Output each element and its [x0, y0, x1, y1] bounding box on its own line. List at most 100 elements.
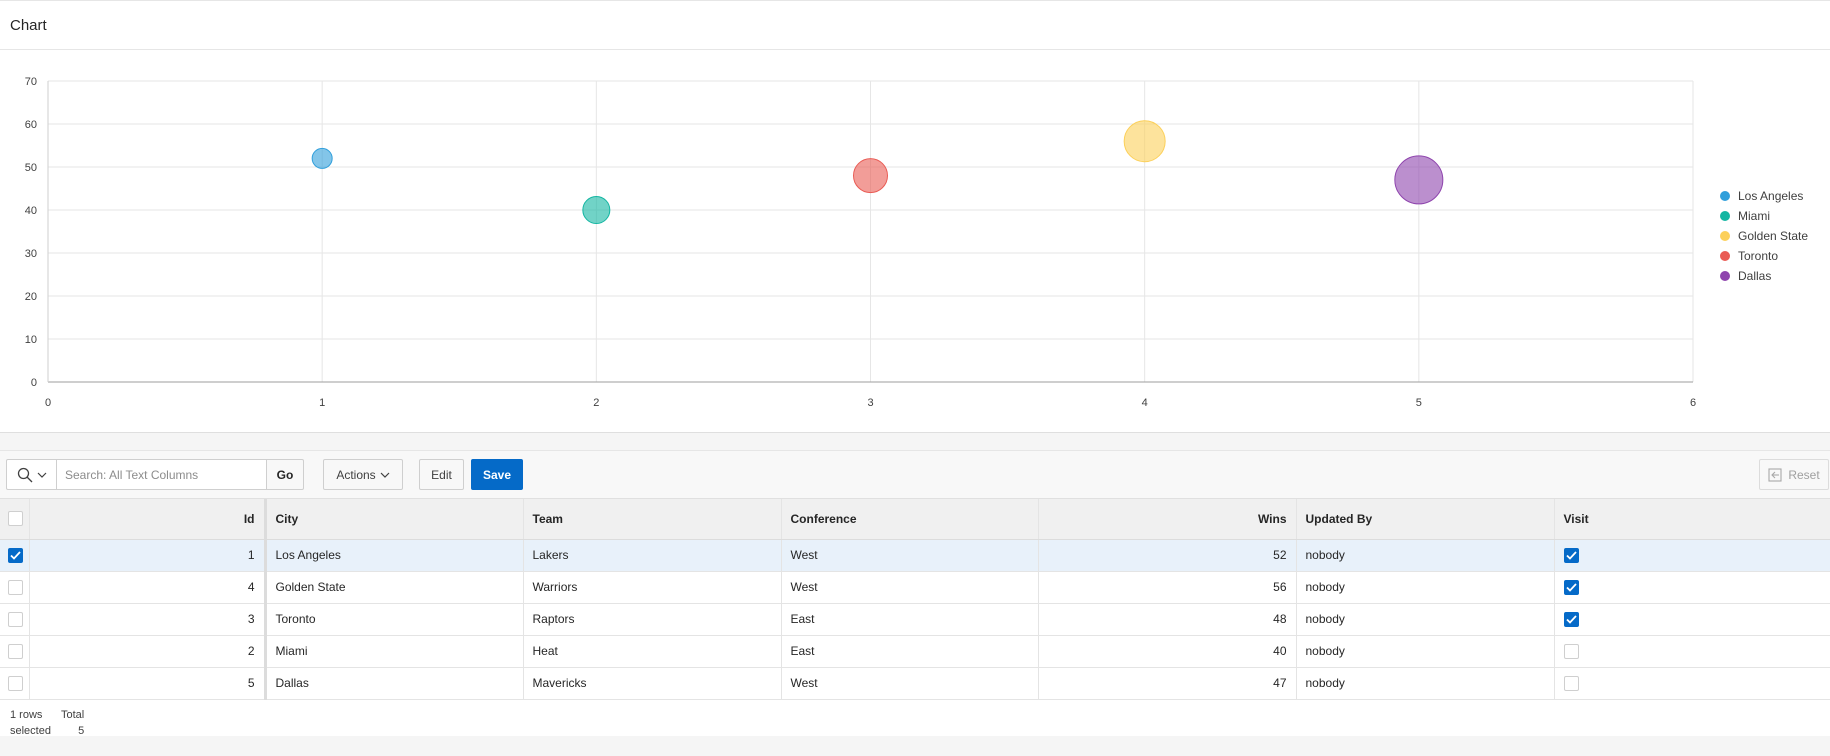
actions-menu-button[interactable]: Actions — [323, 459, 403, 490]
legend-item[interactable]: Golden State — [1720, 226, 1808, 246]
legend-swatch — [1720, 251, 1730, 261]
bubble-point — [1123, 120, 1166, 163]
cell-wins[interactable]: 47 — [1038, 667, 1297, 700]
cell-conference[interactable]: East — [781, 603, 1039, 636]
cell-id[interactable]: 4 — [29, 571, 267, 604]
cell-updated-by[interactable]: nobody — [1296, 571, 1555, 604]
visit-checkbox[interactable] — [1563, 675, 1579, 691]
select-all-checkbox[interactable] — [8, 511, 23, 527]
visit-checkbox[interactable] — [1563, 643, 1579, 659]
cell-wins[interactable]: 52 — [1038, 539, 1297, 572]
cell-conference[interactable]: West — [781, 571, 1039, 604]
table-row[interactable]: 4 Golden State Warriors West 56 nobody — [0, 571, 1830, 604]
reset-button-label: Reset — [1788, 467, 1820, 482]
total-value: 5 — [78, 725, 85, 737]
row-select-checkbox[interactable] — [8, 547, 23, 563]
save-button[interactable]: Save — [471, 459, 523, 490]
row-select-checkbox[interactable] — [8, 675, 23, 691]
y-tick-label: 40 — [25, 205, 37, 217]
table-row[interactable]: 3 Toronto Raptors East 48 nobody — [0, 603, 1830, 636]
cell-updated-by[interactable]: nobody — [1296, 667, 1555, 700]
cell-wins[interactable]: 56 — [1038, 571, 1297, 604]
cell-visit[interactable] — [1554, 603, 1830, 636]
visit-checkbox[interactable] — [1563, 547, 1579, 563]
legend-item[interactable]: Los Angeles — [1720, 186, 1808, 206]
cell-team[interactable]: Lakers — [523, 539, 782, 572]
cell-conference[interactable]: West — [781, 667, 1039, 700]
row-selector[interactable] — [0, 571, 30, 604]
y-tick-label: 60 — [25, 119, 37, 131]
legend-item[interactable]: Dallas — [1720, 266, 1808, 286]
bubble-point — [853, 158, 888, 194]
row-select-checkbox[interactable] — [8, 611, 23, 627]
cell-city[interactable]: Los Angeles — [265, 539, 524, 572]
y-tick-label: 20 — [25, 291, 37, 303]
row-selector[interactable] — [0, 667, 30, 700]
column-header-conference[interactable]: Conference — [781, 499, 1039, 540]
cell-id[interactable]: 5 — [29, 667, 267, 700]
x-tick-label: 6 — [1690, 397, 1696, 409]
go-button-label: Go — [276, 467, 294, 482]
go-button[interactable]: Go — [266, 459, 304, 490]
cell-visit[interactable] — [1554, 635, 1830, 668]
cell-conference[interactable]: West — [781, 539, 1039, 572]
column-header-updated-by[interactable]: Updated By — [1296, 499, 1555, 540]
column-header-wins[interactable]: Wins — [1038, 499, 1297, 540]
grid-header-row: Id City Team Conference Wins Updated By … — [0, 499, 1830, 540]
grid-toolbar: Go Actions Edit Save Reset — [0, 451, 1830, 499]
y-tick-label: 70 — [25, 76, 37, 88]
column-header-city[interactable]: City — [265, 499, 524, 540]
cell-visit[interactable] — [1554, 539, 1830, 572]
cell-id[interactable]: 2 — [29, 635, 267, 668]
cell-team[interactable]: Mavericks — [523, 667, 782, 700]
cell-updated-by[interactable]: nobody — [1296, 603, 1555, 636]
cell-visit[interactable] — [1554, 667, 1830, 700]
cell-id[interactable]: 1 — [29, 539, 267, 572]
cell-visit[interactable] — [1554, 571, 1830, 604]
chart-points — [311, 120, 1444, 224]
cell-id[interactable]: 3 — [29, 603, 267, 636]
chevron-down-icon — [37, 472, 46, 478]
cell-city[interactable]: Miami — [265, 635, 524, 668]
column-header-visit[interactable]: Visit — [1554, 499, 1830, 540]
reset-button[interactable]: Reset — [1759, 459, 1829, 490]
cell-city[interactable]: Dallas — [265, 667, 524, 700]
table-row[interactable]: 2 Miami Heat East 40 nobody — [0, 635, 1830, 668]
select-all-header[interactable] — [0, 499, 30, 540]
region-title: Chart — [10, 17, 47, 34]
x-tick-label: 4 — [1142, 397, 1148, 409]
cell-updated-by[interactable]: nobody — [1296, 635, 1555, 668]
legend-item[interactable]: Toronto — [1720, 246, 1808, 266]
edit-button[interactable]: Edit — [419, 459, 464, 490]
column-header-team[interactable]: Team — [523, 499, 782, 540]
cell-updated-by[interactable]: nobody — [1296, 539, 1555, 572]
cell-city[interactable]: Golden State — [265, 571, 524, 604]
row-selector[interactable] — [0, 635, 30, 668]
column-header-id[interactable]: Id — [29, 499, 267, 540]
cell-team[interactable]: Raptors — [523, 603, 782, 636]
legend-swatch — [1720, 271, 1730, 281]
legend-swatch — [1720, 231, 1730, 241]
search-column-menu-button[interactable] — [6, 459, 57, 490]
row-select-checkbox[interactable] — [8, 643, 23, 659]
cell-team[interactable]: Heat — [523, 635, 782, 668]
row-select-checkbox[interactable] — [8, 579, 23, 595]
cell-wins[interactable]: 40 — [1038, 635, 1297, 668]
selection-count-line2: selected — [10, 725, 51, 737]
table-row[interactable]: 1 Los Angeles Lakers West 52 nobody — [0, 539, 1830, 572]
actions-button-label: Actions — [336, 467, 376, 482]
legend-item[interactable]: Miami — [1720, 206, 1808, 226]
check-icon — [1565, 583, 1577, 592]
cell-wins[interactable]: 48 — [1038, 603, 1297, 636]
visit-checkbox[interactable] — [1563, 579, 1579, 595]
bubble-point — [582, 196, 611, 224]
cell-team[interactable]: Warriors — [523, 571, 782, 604]
visit-checkbox[interactable] — [1563, 611, 1579, 627]
cell-conference[interactable]: East — [781, 635, 1039, 668]
x-tick-label: 2 — [593, 397, 599, 409]
table-row[interactable]: 5 Dallas Mavericks West 47 nobody — [0, 667, 1830, 700]
row-selector[interactable] — [0, 539, 30, 572]
cell-city[interactable]: Toronto — [265, 603, 524, 636]
search-input[interactable] — [56, 459, 267, 490]
row-selector[interactable] — [0, 603, 30, 636]
